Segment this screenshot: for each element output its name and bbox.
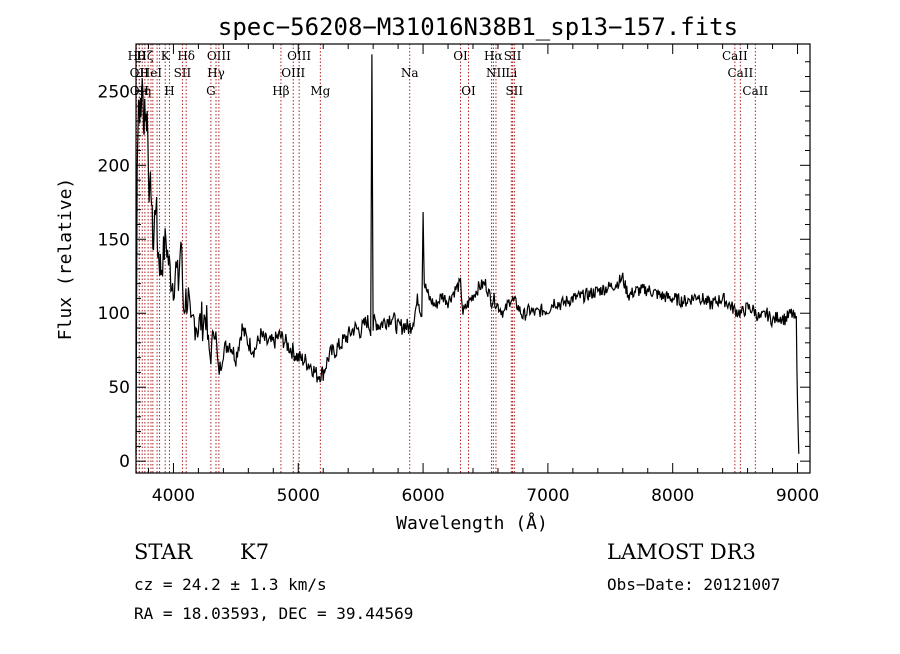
marker-label: OIII xyxy=(281,66,305,80)
y-axis-label: Flux (relative) xyxy=(55,178,76,341)
marker-label: Mg xyxy=(310,84,330,98)
marker-label: H xyxy=(164,84,174,98)
marker-label: OI xyxy=(461,84,476,98)
marker-label: Hγ xyxy=(207,66,225,80)
marker-label: Hβ xyxy=(272,84,289,98)
x-tick-label: 9000 xyxy=(776,486,819,506)
obs-date: Obs−Date: 20121007 xyxy=(607,575,780,594)
marker-label: Hα xyxy=(484,49,503,63)
marker-label: SII xyxy=(174,66,192,80)
marker-label: NII xyxy=(486,66,506,80)
marker-label: SII xyxy=(504,49,522,63)
object-class: STAR xyxy=(134,540,193,564)
marker-label: Li xyxy=(505,66,517,80)
marker-label: Hδ xyxy=(177,49,195,63)
y-tick-label: 0 xyxy=(119,452,130,472)
line-markers xyxy=(135,44,756,473)
spectrum-line xyxy=(135,54,800,455)
subclass: K7 xyxy=(240,540,269,564)
marker-label: Hζ xyxy=(136,49,153,63)
y-tick-label: 50 xyxy=(108,378,130,398)
y-tick-label: 200 xyxy=(98,156,130,176)
x-tick-label: 7000 xyxy=(526,486,569,506)
x-tick-label: 4000 xyxy=(152,486,195,506)
y-tick-label: 100 xyxy=(98,304,130,324)
y-tick-label: 150 xyxy=(98,230,130,250)
chart-title: spec−56208−M31016N38B1_sp13−157.fits xyxy=(218,13,738,41)
line-marker-labels: HθOIIOIIHηHζHeIKHSIIHδGHγOIIIHβOIIIOIIIM… xyxy=(128,49,769,98)
x-tick-label: 5000 xyxy=(277,486,320,506)
marker-label: K xyxy=(161,49,171,63)
survey-name: LAMOST DR3 xyxy=(607,540,756,564)
marker-label: CaII xyxy=(722,49,748,63)
marker-label: OIII xyxy=(207,49,231,63)
x-axis-ticks: 4000 5000 6000 7000 8000 9000 xyxy=(147,44,819,506)
x-axis-label: Wavelength (Å) xyxy=(396,512,548,534)
x-tick-label: 6000 xyxy=(401,486,444,506)
marker-label: OII xyxy=(130,66,150,80)
marker-label: G xyxy=(206,84,216,98)
y-axis-ticks: 0 50 100 150 200 250 xyxy=(98,61,810,472)
marker-label: OIII xyxy=(287,49,311,63)
y-tick-label: 250 xyxy=(98,82,130,102)
marker-label: CaII xyxy=(727,66,753,80)
marker-label: OI xyxy=(453,49,468,63)
marker-label: HeI xyxy=(140,66,163,80)
plot-frame xyxy=(135,43,811,474)
marker-label: CaII xyxy=(742,84,768,98)
marker-label: Na xyxy=(401,66,419,80)
redshift-readout: cz = 24.2 ± 1.3 km/s xyxy=(134,575,327,594)
coordinates: RA = 18.03593, DEC = 39.44569 xyxy=(134,604,413,623)
x-tick-label: 8000 xyxy=(651,486,694,506)
marker-label: SII xyxy=(505,84,523,98)
